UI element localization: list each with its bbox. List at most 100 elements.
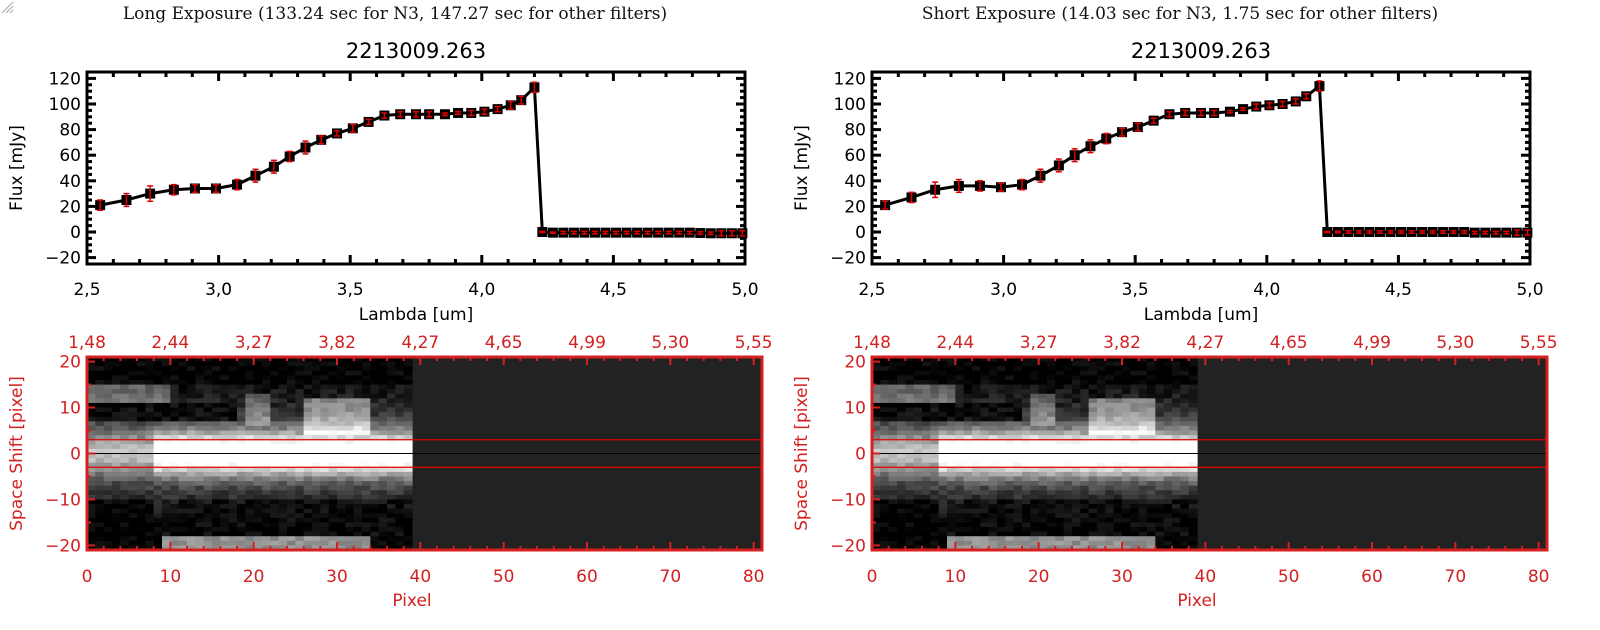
image-pixel [270,504,280,510]
image-pixel [1013,467,1023,473]
image-pixel [312,499,321,505]
image-pixel [170,467,180,473]
image-pixel [120,416,130,422]
image-pixel [1155,384,1165,390]
image-pixel [1113,384,1123,390]
error-bar [644,230,651,235]
image-pixel [1138,439,1148,445]
image-pixel [253,494,263,501]
image-pixel [278,416,288,422]
image-pixel [87,416,96,422]
image-pixel [120,481,130,487]
image-pixel [1030,531,1040,537]
image-pixel [112,393,121,399]
image-pixel [203,471,213,478]
image-pixel [1080,476,1090,482]
image-pixel [913,471,923,478]
image-pixel [212,393,221,399]
image-pixel [1005,527,1015,533]
image-pixel [103,536,113,542]
image-pixel [955,361,965,367]
image-pixel [872,435,881,441]
image-pixel [1013,444,1023,450]
image-pixel [270,361,280,367]
image-pixel [1005,458,1015,464]
error-bar [1150,117,1157,124]
image-pixel [938,453,948,459]
image-pixel [362,545,371,551]
image-pixel [1163,467,1173,473]
image-pixel [1038,366,1048,372]
image-pixel [287,416,296,422]
image-pixel [1172,398,1181,404]
image-pixel [1005,485,1015,491]
image-pixel [997,416,1006,422]
image-pixel [872,379,881,386]
image-pixel [1013,402,1023,409]
image-pixel [178,481,188,487]
image-pixel [922,504,931,510]
image-pixel [1047,379,1056,386]
image-pixel [1088,389,1098,395]
image-pixel [145,545,155,551]
image-pixel [253,467,263,473]
image-pixel [1022,513,1031,519]
image-pixel [178,421,188,427]
image-pixel [1172,439,1181,445]
image-pixel [362,485,371,491]
image-pixel [145,407,155,413]
image-pixel [1038,531,1048,537]
image-pixel [137,499,146,505]
image-pixel [328,384,338,390]
wavelength-tick-label: 5,55 [1520,333,1558,353]
image-pixel [1072,398,1081,404]
image-pixel [930,439,940,445]
image-pixel [1188,379,1198,386]
image-pixel [220,490,230,496]
image-pixel [1047,545,1056,551]
image-pixel [287,379,296,386]
image-pixel [1180,425,1190,432]
image-pixel [963,522,973,528]
image-pixel [345,458,355,464]
image-pixel [1188,453,1198,459]
image-pixel [237,494,246,501]
image-pixel [145,384,155,390]
image-pixel [1130,531,1140,537]
image-pixel [897,402,906,409]
resize-grip-icon[interactable] [0,0,14,14]
image-pixel [1122,513,1131,519]
image-pixel [345,357,355,363]
image-pixel [162,370,171,376]
image-pixel [362,508,371,514]
image-pixel [913,416,923,422]
image-pixel [1122,430,1131,436]
image-pixel [930,366,940,372]
image-pixel [1113,458,1123,464]
image-pixel [170,375,180,381]
image-pixel [270,393,280,399]
image-pixel [278,444,288,450]
image-pixel [955,540,965,547]
image-pixel [1030,476,1040,482]
image-pixel [262,531,271,537]
image-pixel [320,499,330,505]
image-pixel [1055,421,1065,427]
image-pixel [337,398,346,404]
image-pixel [972,504,981,510]
image-pixel [1022,439,1031,445]
image-pixel [295,416,305,422]
image-pixel [378,467,388,473]
error-bar [381,112,388,119]
image-pixel [980,370,990,376]
image-pixel [1005,361,1015,367]
error-bar [1524,229,1531,236]
image-pixel [988,527,998,533]
image-pixel [187,366,196,372]
image-pixel [1063,398,1073,404]
image-pixel [1005,384,1015,390]
error-bar [334,130,341,137]
image-pixel [1188,370,1198,376]
image-pixel [880,485,890,491]
image-pixel [237,504,246,510]
